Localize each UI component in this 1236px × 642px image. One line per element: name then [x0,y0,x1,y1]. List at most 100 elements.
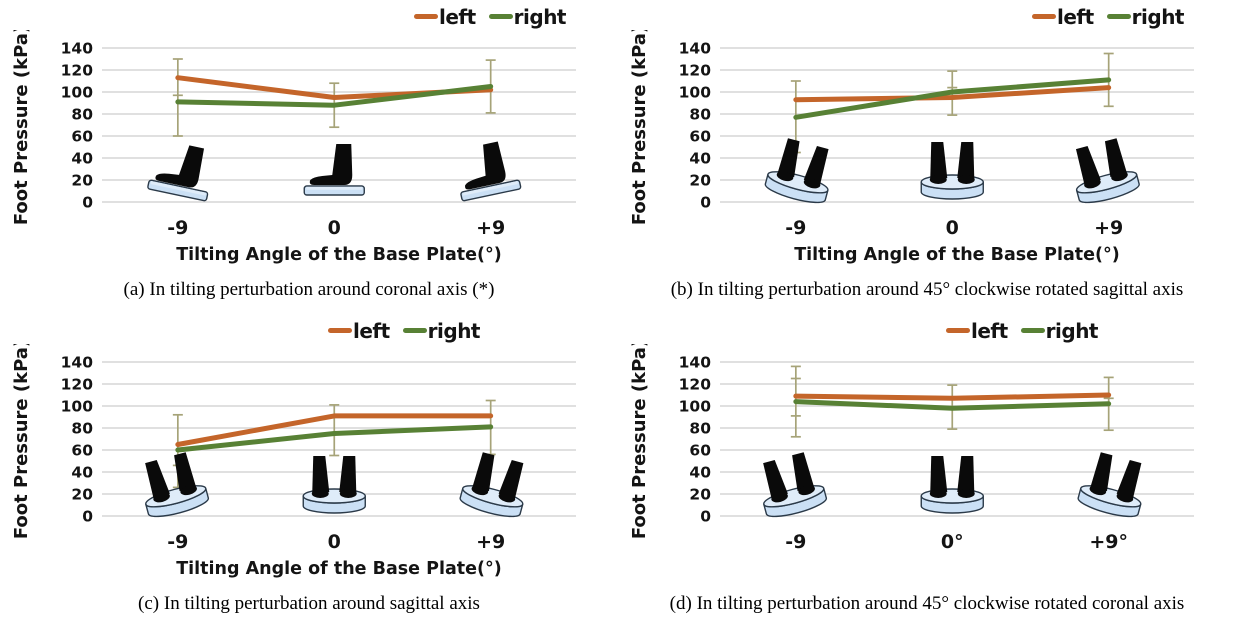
chart-block-b: left right 0 20 40 60 80 100 120 140 Foot Pressu… [618,0,1236,301]
x-tick-label: 0 [328,531,341,553]
legend-swatch-right-icon [1106,13,1131,20]
y-tick-label: 40 [689,150,711,168]
y-tick-label: 0 [82,508,93,526]
legend-swatch-right-icon [402,327,427,334]
line-chart-a: 0 20 40 60 80 100 120 140 Foot Pressure (kPa) -9 0… [11,30,576,265]
foot-side-icon [155,145,205,188]
legend-item-right: right [1106,4,1185,29]
legend-swatch-right-icon [488,13,513,20]
caption-a: (a) In tilting perturbation around coron… [123,279,495,300]
left-leg-icon [763,459,788,499]
left-foot-icon [929,175,947,184]
x-tick-label: +9° [1089,531,1128,553]
y-axis-label: Foot Pressure (kPa) [11,344,32,539]
legend-b: left right [618,3,1236,30]
legend-item-right: right [488,4,567,29]
caption-c: (c) In tilting perturbation around sagit… [138,593,480,614]
left-foot-icon [771,492,788,503]
chart-block-c: left right 0 20 40 60 80 100 120 140 Foot Pressu… [0,301,618,615]
left-leg-icon [145,459,170,499]
left-foot-icon [153,492,170,503]
foot-on-tilted-plate-icon [460,141,522,202]
y-tick-label: 40 [71,464,93,482]
series-line-left [175,413,494,447]
x-tick-label: +9 [1094,217,1123,239]
legend-label-left: left [438,4,476,29]
y-axis-label: Foot Pressure (kPa) [629,344,650,539]
y-tick-label: 120 [61,62,94,80]
legend-swatch-left-icon [327,327,352,334]
y-tick-label: 100 [61,398,94,416]
x-tick-label: 0° [941,531,964,553]
legend-item-left: left [327,319,390,343]
x-tick-label: -9 [785,217,806,239]
y-tick-label: 100 [679,84,712,102]
y-tick-label: 40 [689,464,711,482]
base-plate-top-icon [150,181,206,196]
y-tick-label: 0 [700,194,711,212]
right-leg-icon [957,142,975,178]
y-tick-label: 80 [689,420,711,438]
y-tick-label: 120 [679,376,712,394]
x-tick-label: +9 [476,531,505,553]
right-foot-icon [498,492,516,503]
y-tick-label: 100 [679,398,712,416]
left-leg-icon [1090,452,1113,492]
left-foot-icon [929,489,947,498]
legend-swatch-right-icon [1020,327,1045,334]
left-leg-icon [930,142,948,178]
y-tick-label: 20 [71,486,93,504]
base-plate-top-icon [306,186,363,190]
y-tick-label: 0 [82,194,93,212]
foot-on-tilted-plate-icon [763,452,828,518]
right-leg-icon [957,456,975,492]
right-foot-icon [339,489,357,498]
legend-item-right: right [402,319,481,343]
legend-a: left right [0,3,618,30]
y-tick-label: 80 [689,106,711,124]
left-foot-icon [311,489,329,498]
right-leg-icon [1116,459,1142,499]
left-leg-icon [777,138,800,178]
x-axis-title: Tilting Angle of the Base Plate(°) [176,245,502,265]
legend-c: left right [0,317,618,344]
right-foot-icon [1111,171,1128,182]
legend-label-left: left [970,318,1008,343]
series-line-left [793,85,1112,103]
y-tick-label: 140 [679,40,712,58]
foot-side-icon [309,144,353,185]
foot-on-tilted-plate-icon [459,452,524,518]
right-foot-icon [180,485,197,496]
y-tick-label: 20 [689,486,711,504]
legend-d: left right [618,317,1236,344]
foot-on-tilted-plate-icon [147,145,209,202]
left-leg-icon [1075,145,1101,185]
y-tick-label: 100 [61,84,94,102]
legend-label-right: right [513,4,567,29]
legend-item-left: left [1031,4,1094,29]
y-tick-label: 0 [700,508,711,526]
caption-b: (b) In tilting perturbation around 45° c… [670,279,1184,300]
line-chart-c: 0 20 40 60 80 100 120 140 Foot Pressure (kPa) -9 0… [11,344,576,579]
y-axis-label: Foot Pressure (kPa) [11,30,32,225]
left-foot-icon [776,171,794,182]
y-tick-label: 140 [61,40,94,58]
foot-on-tilted-plate-icon [145,452,210,518]
x-tick-label: 0 [328,217,341,239]
right-foot-icon [957,175,975,184]
foot-on-tilted-plate-icon [764,138,829,204]
legend-label-right: right [1131,4,1185,29]
right-foot-icon [1116,492,1134,503]
x-tick-label: -9 [167,217,188,239]
right-leg-icon [1104,138,1127,178]
foot-on-tilted-plate-icon [1077,452,1142,518]
left-leg-icon [312,456,330,492]
right-leg-icon [803,145,829,185]
legend-label-left: left [1056,4,1094,29]
series-line-left [793,392,1112,401]
chart-block-a: left right 0 20 40 60 80 100 120 140 Foot Pressu… [0,0,618,301]
legend-item-left: left [413,4,476,29]
caption-d: (d) In tilting perturbation around 45° c… [669,593,1185,614]
y-tick-label: 60 [71,128,93,146]
x-tick-label: -9 [785,531,806,553]
